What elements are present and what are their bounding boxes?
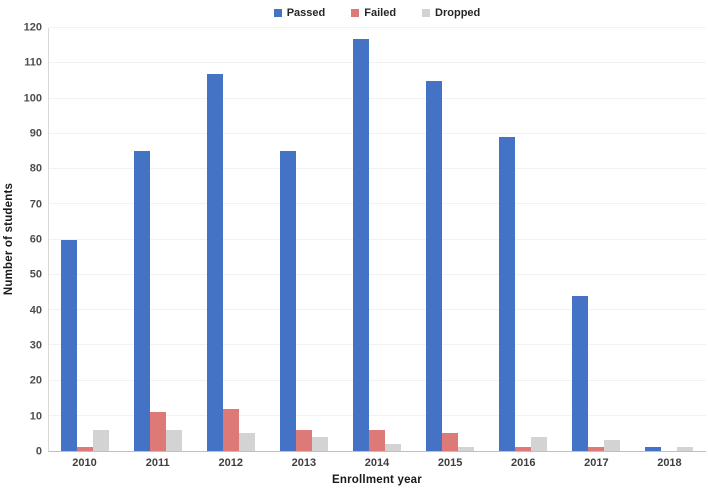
bar-passed-2018 <box>645 447 662 451</box>
x-axis-tick-labels: 2010 2011 2012 2013 2014 2015 2016 2017 2018 <box>48 458 706 472</box>
x-tick-label-2017: 2017 <box>584 457 609 469</box>
gridline-y-40 <box>49 309 706 311</box>
gridline-y-70 <box>49 203 706 205</box>
gridline-y-120 <box>49 27 706 28</box>
legend: Passed Failed Dropped <box>48 4 706 22</box>
bar-failed-2016 <box>515 447 532 451</box>
bar-dropped-2018 <box>677 447 694 451</box>
gridline-y-80 <box>49 168 706 170</box>
gridline-y-20 <box>49 379 706 381</box>
bar-group-2017 <box>560 28 633 451</box>
bar-dropped-2016 <box>531 436 548 451</box>
bar-dropped-2010 <box>93 429 110 451</box>
bar-passed-2011 <box>134 151 151 451</box>
gridline-y-90 <box>49 132 706 134</box>
bar-passed-2017 <box>572 295 589 451</box>
bar-failed-2014 <box>369 429 386 451</box>
gridline-y-10 <box>49 414 706 416</box>
bar-passed-2013 <box>280 151 297 451</box>
legend-item-passed: Passed <box>273 6 326 19</box>
y-tick-label-50: 50 <box>29 268 42 281</box>
y-tick-label-0: 0 <box>35 445 42 458</box>
y-tick-label-10: 10 <box>29 410 42 423</box>
x-tick-label-2012: 2012 <box>218 457 244 469</box>
legend-item-failed: Failed <box>351 6 397 19</box>
plot-area <box>48 27 706 452</box>
y-tick-label-110: 110 <box>24 56 42 69</box>
y-tick-label-90: 90 <box>29 127 42 140</box>
x-tick-label-2014: 2014 <box>364 457 390 469</box>
legend-item-dropped: Dropped <box>422 6 481 19</box>
y-tick-label-60: 60 <box>29 233 42 246</box>
bar-dropped-2014 <box>385 443 402 451</box>
bar-failed-2013 <box>296 429 313 451</box>
y-tick-label-120: 120 <box>23 21 42 34</box>
bar-failed-2015 <box>442 433 459 451</box>
legend-swatch-dropped <box>422 9 431 17</box>
x-tick-label-2010: 2010 <box>72 457 97 469</box>
bar-passed-2014 <box>353 38 370 451</box>
bar-group-2013 <box>268 28 341 451</box>
bar-passed-2016 <box>499 137 516 451</box>
bar-failed-2012 <box>223 408 240 451</box>
y-tick-label-80: 80 <box>29 162 42 175</box>
bar-dropped-2015 <box>458 447 475 451</box>
x-tick-label-2018: 2018 <box>657 457 682 469</box>
x-tick-label-2016: 2016 <box>510 457 536 469</box>
bar-passed-2015 <box>426 80 443 451</box>
bar-failed-2010 <box>77 447 94 451</box>
bar-group-2010 <box>49 28 122 451</box>
legend-label: Dropped <box>435 6 481 19</box>
legend-swatch-passed <box>273 9 282 17</box>
y-tick-label-40: 40 <box>29 304 42 317</box>
bar-dropped-2011 <box>166 429 183 451</box>
bar-group-2016 <box>487 28 560 451</box>
bar-dropped-2017 <box>604 440 621 451</box>
bar-passed-2012 <box>207 73 224 451</box>
bar-failed-2017 <box>588 447 605 451</box>
bar-group-2012 <box>195 28 268 451</box>
gridline-y-30 <box>49 344 706 346</box>
gridline-y-100 <box>49 97 706 99</box>
y-tick-label-100: 100 <box>23 92 42 105</box>
bar-group-2015 <box>414 28 487 451</box>
bar-failed-2011 <box>150 412 167 451</box>
legend-swatch-failed <box>351 9 360 17</box>
y-tick-label-30: 30 <box>29 339 42 352</box>
y-tick-label-20: 20 <box>29 374 42 387</box>
x-tick-label-2013: 2013 <box>291 457 317 469</box>
gridline-y-60 <box>49 238 706 240</box>
y-tick-label-70: 70 <box>29 198 42 211</box>
gridline-y-110 <box>49 62 706 64</box>
bar-group-2011 <box>122 28 195 451</box>
legend-label: Passed <box>286 6 326 19</box>
bar-passed-2010 <box>61 239 78 451</box>
bar-dropped-2013 <box>312 436 329 451</box>
bar-group-2018 <box>633 28 706 451</box>
bar-dropped-2012 <box>239 433 256 451</box>
gridline-y-50 <box>49 273 706 275</box>
legend-label: Failed <box>364 6 397 19</box>
x-tick-label-2011: 2011 <box>145 457 170 469</box>
bar-group-2014 <box>341 28 414 451</box>
x-axis-title: Enrollment year <box>332 474 422 486</box>
x-tick-label-2015: 2015 <box>437 457 463 469</box>
y-axis-tick-labels: 0 10 20 30 40 50 60 70 80 90 100 110 120 <box>0 22 42 457</box>
